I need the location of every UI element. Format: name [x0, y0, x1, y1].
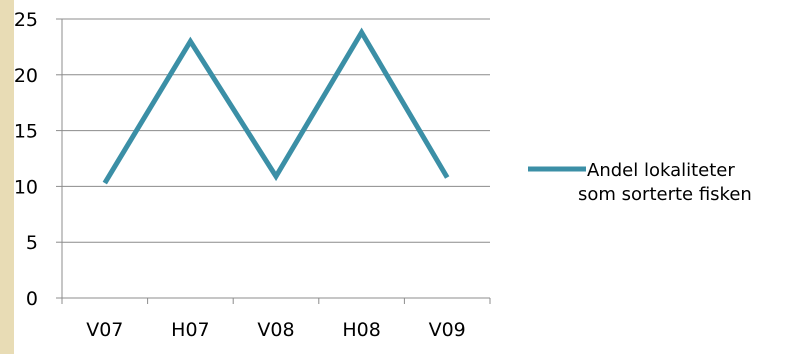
y-tick-label: 5 — [26, 232, 38, 254]
x-tick-label: H07 — [171, 319, 209, 341]
legend: Andel lokaliteter som sorterte fisken — [528, 160, 752, 205]
x-tick-labels: V07 H07 V08 H08 V09 — [86, 319, 466, 341]
grid-lines — [62, 18, 490, 243]
y-tick-label: 20 — [14, 65, 38, 87]
x-tick-label: V08 — [257, 319, 294, 341]
y-tick-label: 15 — [14, 121, 38, 143]
axes — [56, 18, 491, 304]
y-tick-label: 25 — [14, 9, 38, 31]
y-tick-label: 10 — [14, 176, 38, 198]
y-tick-labels: 0 5 10 15 20 25 — [14, 9, 38, 310]
x-tick-label: H08 — [342, 319, 380, 341]
legend-label-line: som sorterte fisken — [578, 184, 752, 205]
x-tick-label: V07 — [86, 319, 123, 341]
left-decorative-strip — [0, 0, 14, 354]
legend-label-line: Andel lokaliteter — [587, 160, 735, 181]
x-tick-label: V09 — [429, 319, 466, 341]
y-tick-label: 0 — [26, 288, 38, 310]
series-line — [102, 27, 450, 185]
legend-label: Andel lokaliteter som sorterte fisken — [578, 160, 752, 205]
series-lines — [102, 27, 450, 185]
